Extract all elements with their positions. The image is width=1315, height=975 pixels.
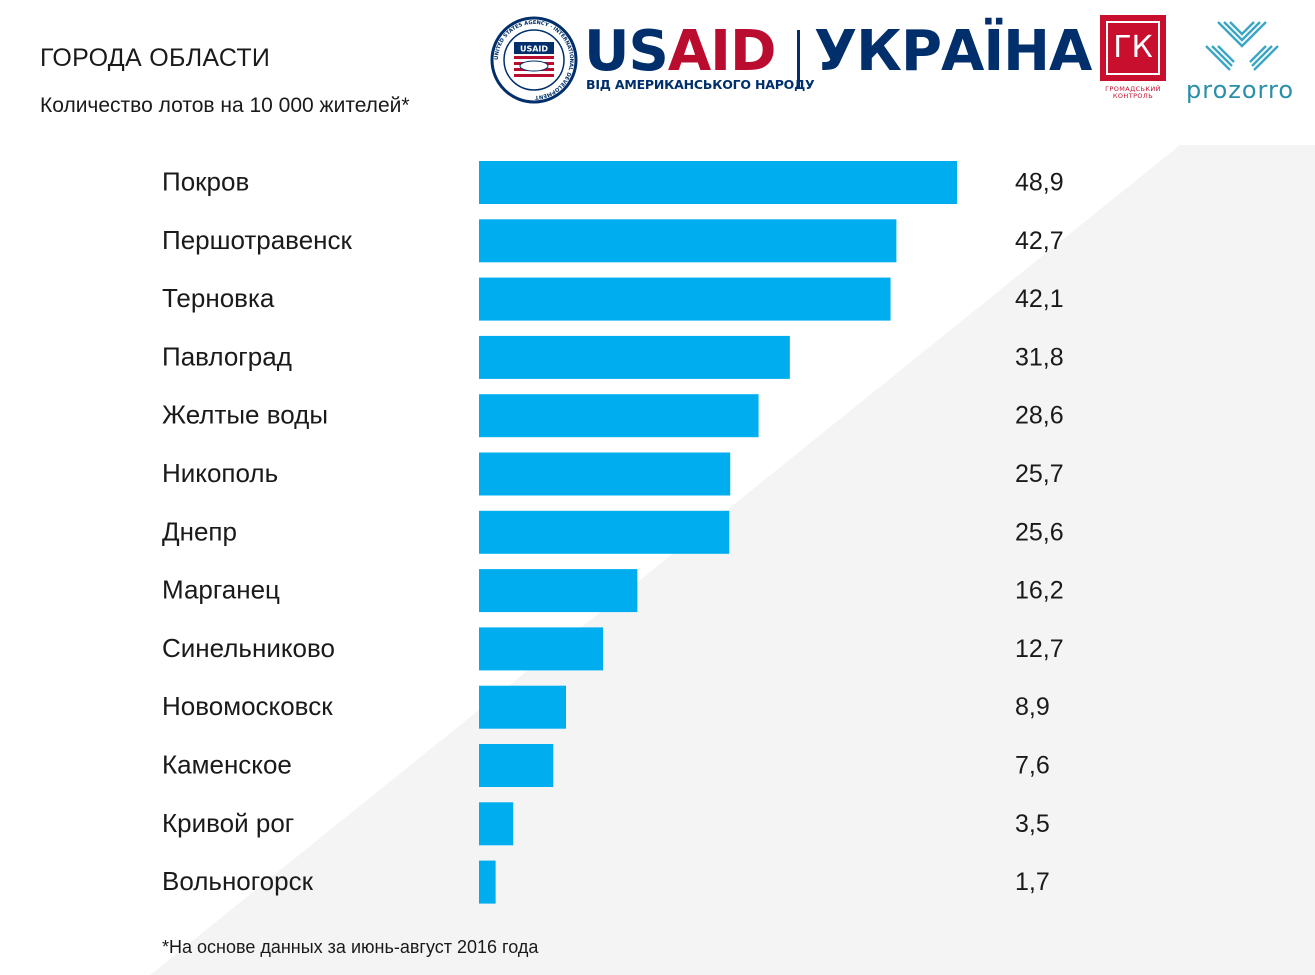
- category-label: Покров: [162, 167, 249, 197]
- value-label: 12,7: [1015, 635, 1064, 663]
- category-label: Павлоград: [162, 341, 292, 371]
- category-label: Терновка: [162, 283, 275, 313]
- value-label: 28,6: [1015, 402, 1064, 430]
- category-label: Кривой рог: [162, 808, 294, 838]
- category-label: Днепр: [162, 516, 237, 546]
- bar: [479, 219, 897, 263]
- value-label: 16,2: [1015, 577, 1064, 605]
- usaid-aid-text: AID: [667, 19, 777, 84]
- bar: [479, 335, 790, 379]
- prozorro-logo-icon: [1205, 21, 1279, 71]
- category-label: Марганец: [162, 575, 280, 605]
- bar: [479, 627, 604, 671]
- gk-tagline: ГРОМАДСЬКИЙ КОНТРОЛЬ: [1094, 86, 1172, 100]
- value-label: 3,5: [1015, 810, 1050, 838]
- category-label: Никополь: [162, 458, 278, 488]
- ukraina-wordmark: УКРАЇНА: [814, 19, 1092, 84]
- usaid-us-text: US: [584, 19, 669, 84]
- category-label: Каменское: [162, 750, 292, 780]
- value-label: 7,6: [1015, 752, 1050, 780]
- footnote: *На основе данных за июнь-август 2016 го…: [162, 937, 539, 957]
- value-label: 25,7: [1015, 460, 1064, 488]
- category-label: Желтые воды: [162, 400, 328, 430]
- value-label: 42,7: [1015, 227, 1064, 255]
- value-label: 1,7: [1015, 868, 1050, 896]
- category-label: Новомосковск: [162, 691, 333, 721]
- value-label: 42,1: [1015, 285, 1064, 313]
- gk-tagline-line-1: ГРОМАДСЬКИЙ: [1105, 85, 1161, 93]
- value-label: 8,9: [1015, 693, 1050, 721]
- logo-bar: USAID UNITED STATES AGENCY · INTERNATION…: [0, 0, 1315, 130]
- bar: [479, 161, 957, 204]
- usaid-seal-label: USAID: [520, 45, 548, 54]
- usaid-tagline: ВІД АМЕРИКАНСЬКОГО НАРОДУ: [586, 77, 815, 92]
- bar: [479, 744, 554, 787]
- category-label: Вольногорск: [162, 866, 314, 896]
- logo-divider: [797, 30, 800, 88]
- gk-logo: ГК: [1100, 15, 1166, 81]
- gk-mark: ГК: [1106, 21, 1160, 75]
- value-label: 31,8: [1015, 343, 1064, 371]
- category-label: Першотравенск: [162, 225, 353, 255]
- usaid-seal-icon: USAID UNITED STATES AGENCY · INTERNATION…: [490, 16, 578, 104]
- bar: [479, 277, 891, 321]
- value-label: 48,9: [1015, 169, 1064, 197]
- bar: [479, 452, 731, 496]
- chart-title: ГОРОДА ОБЛАСТИ: [40, 44, 271, 72]
- chart-subtitle: Количество лотов на 10 000 жителей*: [40, 94, 410, 117]
- bar: [479, 685, 566, 729]
- prozorro-wordmark: prozorro: [1186, 76, 1295, 104]
- bar: [479, 510, 730, 554]
- bar: [479, 569, 638, 613]
- usaid-wordmark: USAID: [584, 19, 777, 84]
- category-label: Синельниково: [162, 633, 335, 663]
- bar: [479, 860, 496, 904]
- bar: [479, 802, 514, 846]
- bar: [479, 394, 759, 438]
- value-label: 25,6: [1015, 518, 1064, 546]
- gk-tagline-line-2: КОНТРОЛЬ: [1112, 92, 1154, 100]
